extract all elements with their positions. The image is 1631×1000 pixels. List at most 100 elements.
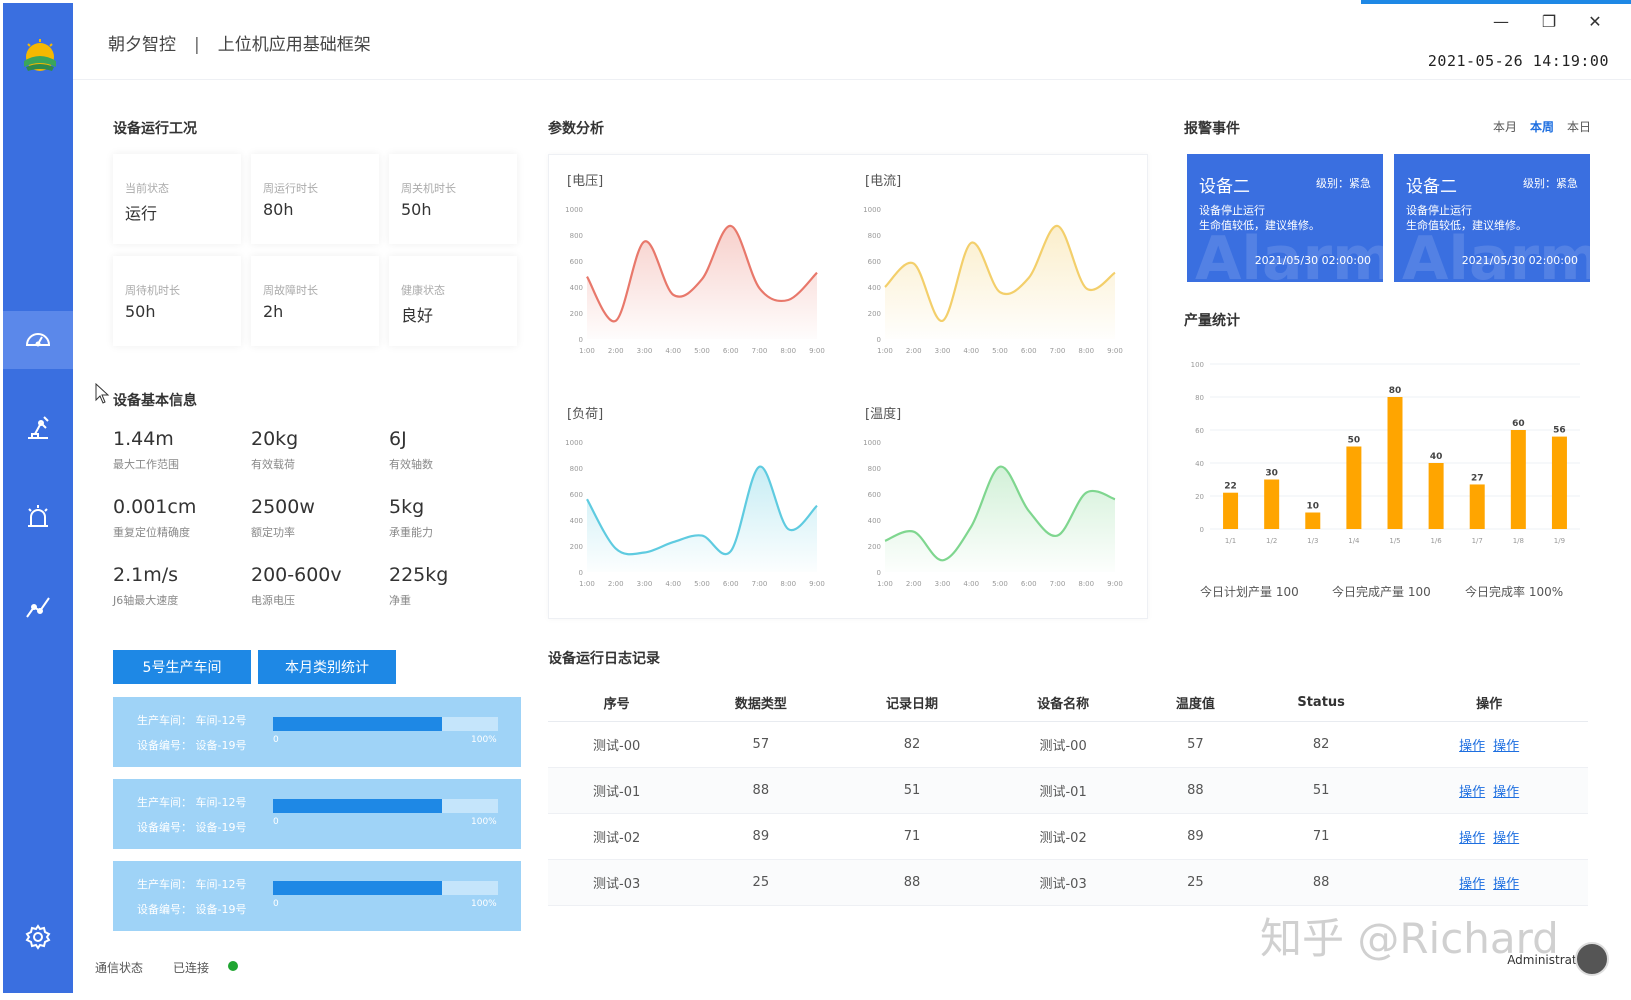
bar bbox=[1223, 492, 1239, 529]
nav-robot[interactable] bbox=[3, 398, 73, 456]
x-tick-label: 1/2 bbox=[1266, 537, 1277, 545]
table-row: 测试-01 88 51 测试-01 88 51 操作 操作 bbox=[548, 767, 1588, 814]
progress-bar bbox=[273, 799, 498, 813]
log-title: 设备运行日志记录 bbox=[548, 651, 660, 667]
title-separator: | bbox=[194, 35, 200, 55]
close-button[interactable]: ✕ bbox=[1588, 12, 1602, 31]
status-card-label: 周故障时长 bbox=[263, 284, 318, 297]
y-tick-label: 800 bbox=[868, 465, 881, 473]
tab-month[interactable]: 本月 bbox=[1493, 120, 1518, 134]
progress-fill bbox=[273, 881, 442, 895]
workshop-button[interactable]: 5号生产车间 bbox=[113, 650, 251, 684]
alarm-card[interactable]: Alarm 设备二 级别：紧急 设备停止运行 生命值较低，建议维修。 2021/05/30… bbox=[1394, 154, 1590, 282]
y-tick-label: 0 bbox=[877, 569, 881, 577]
action-link[interactable]: 操作 bbox=[1459, 876, 1486, 892]
nav-dashboard[interactable] bbox=[3, 311, 73, 369]
info-label: 有效轴数 bbox=[389, 458, 433, 471]
y-tick-label: 800 bbox=[868, 232, 881, 240]
bar-value-label: 80 bbox=[1389, 386, 1402, 396]
nav-alarm[interactable] bbox=[3, 488, 73, 546]
action-link[interactable]: 操作 bbox=[1459, 738, 1486, 754]
action-link[interactable]: 操作 bbox=[1459, 830, 1486, 846]
x-tick-label: 1/6 bbox=[1430, 537, 1442, 545]
action-link[interactable]: 操作 bbox=[1493, 784, 1520, 800]
series-area bbox=[587, 225, 817, 339]
y-tick-label: 0 bbox=[579, 336, 583, 344]
y-tick-label: 600 bbox=[868, 491, 881, 499]
alarm-device: 设备二 bbox=[1406, 177, 1457, 197]
alarm-card[interactable]: Alarm 设备二 级别：紧急 设备停止运行 生命值较低，建议维修。 2021/05/30… bbox=[1187, 154, 1383, 282]
info-item: 200-600v 电源电压 bbox=[251, 564, 342, 608]
info-item: 1.44m 最大工作范围 bbox=[113, 428, 179, 472]
info-item: 2500w 额定功率 bbox=[251, 496, 315, 540]
info-value: 225kg bbox=[389, 564, 449, 586]
progress-min-label: 0 bbox=[273, 817, 279, 827]
info-value: 200-600v bbox=[251, 564, 342, 586]
bar bbox=[1387, 397, 1403, 529]
y-tick-label: 1000 bbox=[863, 206, 881, 214]
x-tick-label: 1/4 bbox=[1348, 537, 1360, 545]
comm-status-value: 已连接 bbox=[173, 961, 210, 975]
progress-fill bbox=[273, 717, 442, 731]
status-card: 健康状态 良好 bbox=[389, 256, 517, 346]
bar-value-label: 60 bbox=[1512, 419, 1525, 429]
tab-week[interactable]: 本周 bbox=[1530, 120, 1555, 134]
alarm-level: 级别：紧急 bbox=[1523, 177, 1578, 190]
table-row: 测试-02 89 71 测试-02 89 71 操作 操作 bbox=[548, 813, 1588, 860]
app-subtitle: 上位机应用基础框架 bbox=[217, 35, 371, 55]
x-tick-label: 4:00 bbox=[665, 580, 681, 588]
mouse-cursor-icon bbox=[95, 383, 110, 404]
y-tick-label: 600 bbox=[868, 258, 881, 266]
table-cell: 51 bbox=[836, 767, 988, 814]
y-tick-label: 20 bbox=[1195, 493, 1204, 501]
info-value: 2.1m/s bbox=[113, 564, 179, 586]
avatar[interactable] bbox=[1575, 942, 1609, 976]
action-cell: 操作 操作 bbox=[1390, 721, 1588, 768]
progress-fill bbox=[273, 799, 442, 813]
action-link[interactable]: 操作 bbox=[1493, 876, 1520, 892]
alarm-bg-word: Alarm bbox=[1402, 224, 1590, 282]
x-tick-label: 8:00 bbox=[1078, 580, 1094, 588]
nav-trend[interactable] bbox=[3, 578, 73, 636]
x-tick-label: 6:00 bbox=[1021, 580, 1037, 588]
x-tick-label: 9:00 bbox=[809, 580, 825, 588]
nav-settings[interactable] bbox=[3, 908, 73, 966]
info-value: 0.001cm bbox=[113, 496, 197, 518]
status-card: 当前状态 运行 bbox=[113, 154, 241, 244]
y-tick-label: 800 bbox=[570, 232, 583, 240]
action-link[interactable]: 操作 bbox=[1459, 784, 1486, 800]
chart-title: [电压] bbox=[567, 174, 603, 189]
monthly-stats-button[interactable]: 本月类别统计 bbox=[258, 650, 396, 684]
progress-bar bbox=[273, 717, 498, 731]
status-card: 周运行时长 80h bbox=[251, 154, 379, 244]
workshop-name: 生产车间： 车间-12号 bbox=[137, 878, 247, 891]
action-link[interactable]: 操作 bbox=[1493, 830, 1520, 846]
status-card-label: 周关机时长 bbox=[401, 182, 456, 195]
table-cell: 88 bbox=[1138, 767, 1253, 814]
line-chart: [电压] 0 200 400 600 800 1000 1:00 2:00 3:00 4:00 5:0… bbox=[565, 174, 825, 355]
production-bar-chart: 0 20 40 60 80 100 22 1/1 30 1/2 10 1/3 50 1/4 80 1/5 40 1… bbox=[1191, 361, 1580, 545]
series-line bbox=[884, 224, 1116, 322]
y-tick-label: 600 bbox=[570, 258, 583, 266]
progress-bar bbox=[273, 881, 498, 895]
restore-button[interactable]: ❐ bbox=[1541, 12, 1557, 31]
status-card: 周关机时长 50h bbox=[389, 154, 517, 244]
line-chart: [温度] 0 200 400 600 800 1000 1:00 2:00 3:00 4:00 5:0… bbox=[863, 406, 1123, 588]
log-table-header: 序号 数据类型 记录日期 设备名称 温度值 Status 操作 bbox=[548, 685, 1588, 722]
progress-min-label: 0 bbox=[273, 899, 279, 909]
device-number: 设备编号： 设备-19号 bbox=[137, 903, 247, 916]
action-link[interactable]: 操作 bbox=[1493, 738, 1520, 754]
x-tick-label: 7:00 bbox=[752, 347, 768, 355]
minimize-button[interactable]: — bbox=[1493, 12, 1509, 31]
bar bbox=[1469, 484, 1485, 529]
y-tick-label: 600 bbox=[570, 491, 583, 499]
series-area bbox=[587, 466, 817, 572]
log-table-body: 测试-00 57 82 测试-00 57 82 操作 操作 测试-01 88 51 测试-01 88 51… bbox=[548, 721, 1588, 906]
y-tick-label: 1000 bbox=[565, 206, 583, 214]
info-label: 最大工作范围 bbox=[113, 458, 179, 471]
tab-day[interactable]: 本日 bbox=[1567, 120, 1592, 134]
info-value: 5kg bbox=[389, 496, 425, 518]
app-title: 朝夕智控 | 上位机应用基础框架 bbox=[108, 30, 371, 55]
x-tick-label: 5:00 bbox=[992, 580, 1008, 588]
